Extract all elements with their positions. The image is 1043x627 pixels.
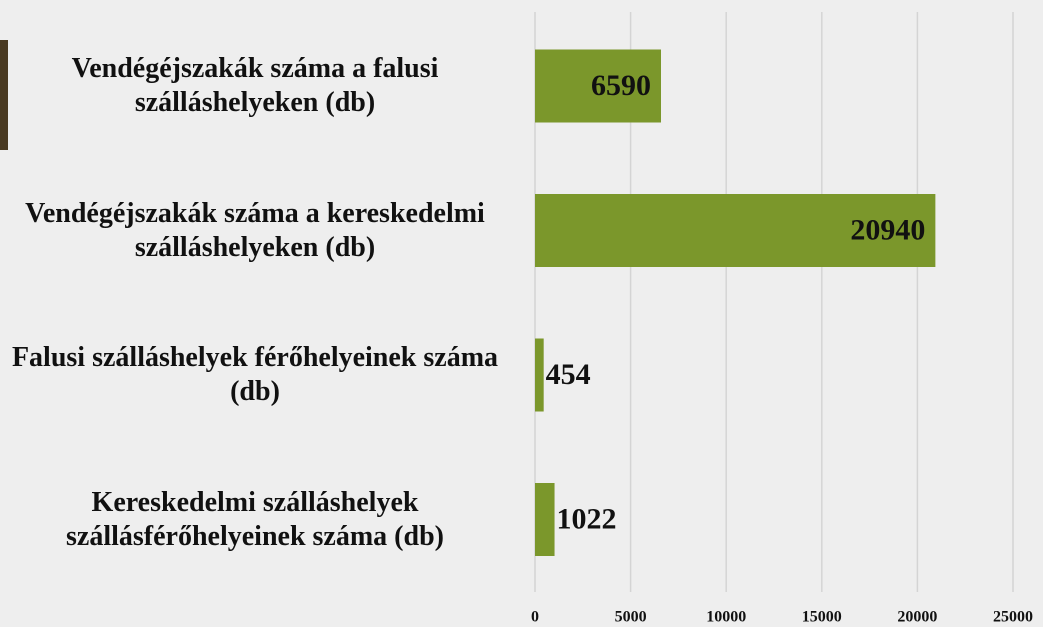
bar	[535, 49, 662, 123]
data-label: 1022	[557, 502, 617, 535]
x-tick-label: 5000	[615, 609, 647, 626]
category-label: Vendégéjszakák száma a kereskedelmi szál…	[25, 197, 485, 263]
bar	[535, 483, 555, 556]
x-tick-label: 25000	[993, 609, 1033, 626]
bar	[535, 338, 544, 412]
data-label: 454	[546, 358, 591, 391]
category-label: Falusi szálláshelyek férőhelyeinek száma…	[11, 342, 499, 407]
x-tick-label: 0	[531, 609, 539, 626]
data-label: 20940	[850, 213, 925, 246]
category-label: Vendégéjszakák száma a falusi szálláshel…	[71, 53, 439, 118]
decoration	[0, 40, 8, 150]
x-tick-label: 15000	[802, 609, 842, 626]
bar	[535, 194, 936, 267]
x-tick-label: 20000	[897, 609, 937, 626]
category-label: Kereskedelmi szálláshelyek szállásférőhe…	[66, 486, 444, 552]
data-label: 6590	[591, 69, 651, 102]
x-tick-label: 10000	[706, 609, 746, 626]
